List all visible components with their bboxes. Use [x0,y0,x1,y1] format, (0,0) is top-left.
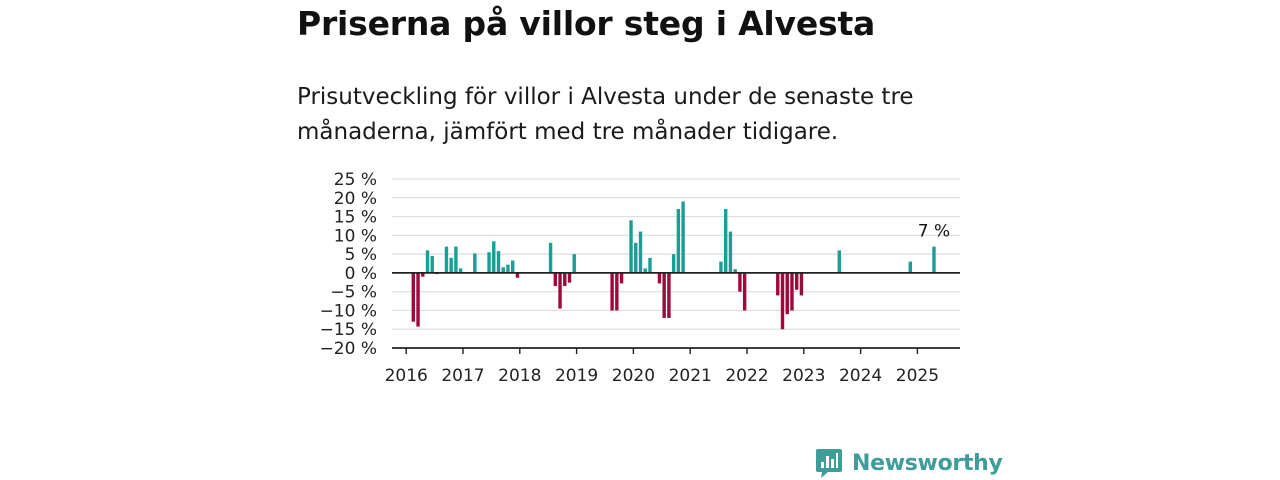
bar [733,269,737,273]
x-tick-label: 2018 [498,366,541,386]
bar [728,231,733,273]
bar-chart: 25 %20 %15 %10 %5 %0 %−5 %−10 %−15 %−20 … [320,170,960,386]
bar [492,241,496,273]
bar [487,252,491,273]
bar [667,272,671,318]
bar [724,209,728,273]
newsworthy-chart-icon [816,449,842,478]
y-tick-label: 15 % [334,208,377,228]
bar [506,264,510,273]
y-tick-label: 25 % [334,170,377,190]
y-axis-labels: 25 %20 %15 %10 %5 %0 %−5 %−10 %−15 %−20 … [320,170,377,359]
bar [638,231,643,273]
y-tick-label: −5 % [330,283,377,303]
x-tick-label: 2021 [669,366,712,386]
newsworthy-logo: Newsworthy [816,446,1003,480]
bar [776,272,780,296]
x-tick-label: 2020 [612,366,655,386]
bar [908,261,913,273]
bar [648,257,652,273]
bar [795,272,799,290]
bar [610,272,614,311]
bar [567,272,572,283]
bar [572,254,576,273]
bar [411,272,416,322]
bar [629,220,633,273]
bar [444,246,449,273]
bar [738,272,742,292]
bar [449,257,453,273]
bar [454,246,458,273]
y-tick-label: 0 % [345,264,377,284]
bar [780,272,785,330]
x-tick-label: 2022 [725,366,768,386]
x-tick-label: 2025 [896,366,939,386]
bar [501,267,505,273]
x-tick-label: 2019 [555,366,598,386]
y-tick-label: −15 % [320,320,377,340]
bar [458,268,463,273]
bar [563,272,567,287]
bar [548,242,553,273]
bar [676,209,681,273]
bar [643,268,647,273]
bar [425,250,430,273]
y-tick-label: 20 % [334,189,377,209]
brand-name: Newsworthy [852,450,1003,476]
y-tick-label: −10 % [320,301,377,321]
bar [619,272,624,284]
bar [496,251,501,273]
x-tick-label: 2024 [839,366,882,386]
y-tick-label: 5 % [345,245,377,265]
bar [742,272,747,311]
bar [837,250,842,273]
y-tick-label: −20 % [320,339,377,359]
x-axis-labels: 2016 2017 2018 2019 2020 2021 2022 2023 2024 2025 [385,348,939,386]
y-tick-label: 10 % [334,226,377,246]
gridlines [392,178,960,330]
x-tick-label: 2017 [441,366,484,386]
bar [799,272,804,296]
bar [657,272,662,284]
bar [662,272,666,318]
bar [511,260,515,273]
bar [719,261,723,273]
bar [681,201,685,273]
bar [416,272,420,327]
bars [411,201,936,330]
bar [671,254,676,273]
bar [553,272,558,287]
bar [473,253,477,273]
bar [421,272,425,277]
x-tick-label: 2016 [385,366,428,386]
bar [634,242,638,273]
bar [790,272,794,311]
chart-subtitle: Prisutveckling för villor i Alvesta unde… [297,84,914,145]
last-value-annotation: 7 % [918,222,950,242]
bar [932,246,936,273]
x-tick-label: 2023 [782,366,825,386]
chart-title: Priserna på villor steg i Alvesta [297,4,876,43]
bar [785,272,789,315]
bar [558,272,562,309]
bar [430,255,434,273]
bar [615,272,619,311]
bar [515,272,520,278]
